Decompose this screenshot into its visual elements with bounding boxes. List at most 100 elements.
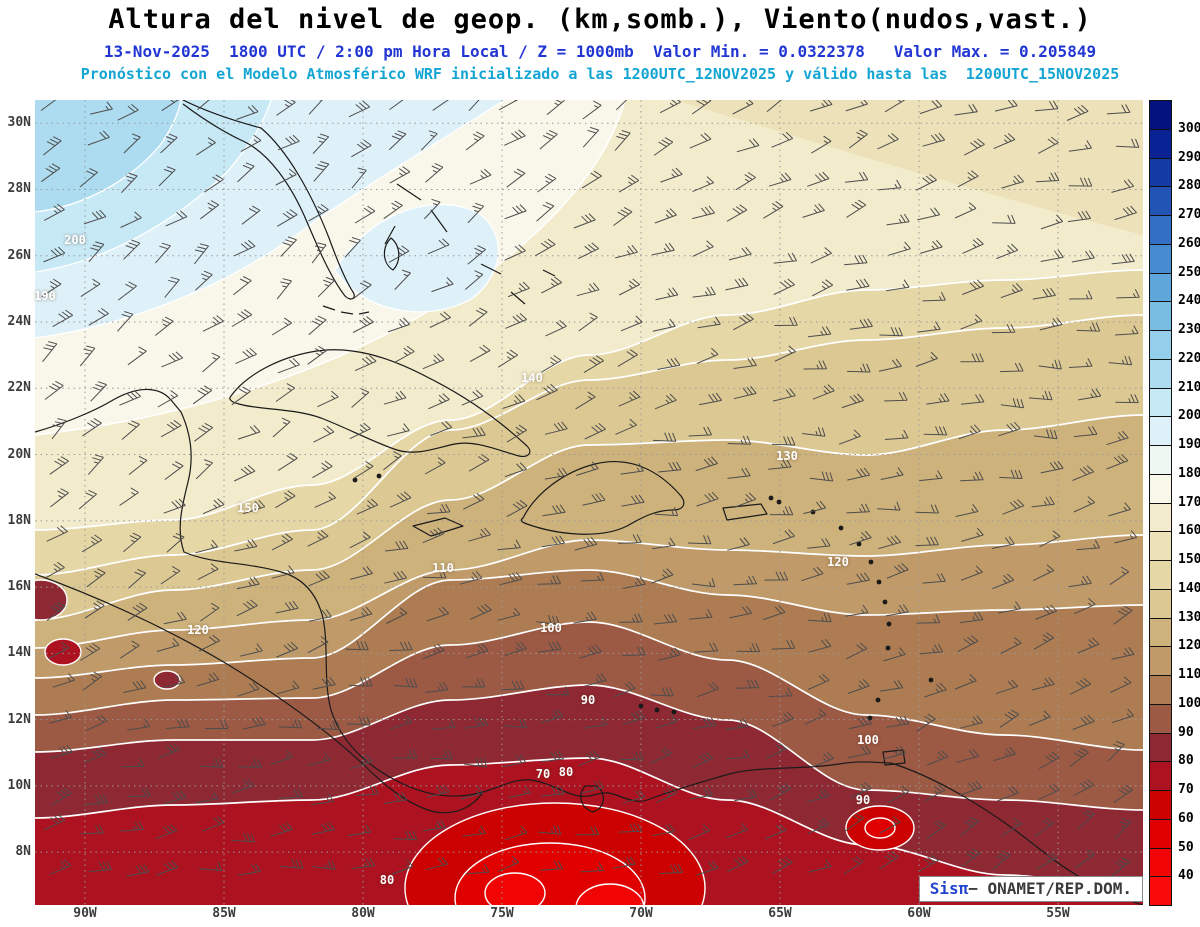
colorbar-cell — [1149, 876, 1172, 906]
colorbar-tick-label: 210 — [1178, 379, 1200, 395]
watermark-brand: Sisπ — [929, 879, 969, 898]
colorbar-cell — [1149, 473, 1172, 504]
contour-label: 130 — [776, 449, 798, 463]
contour-label: 150 — [237, 501, 259, 515]
colorbar-tick-label: 280 — [1178, 178, 1200, 194]
colorbar-tick-label: 200 — [1178, 408, 1200, 424]
colorbar-tick-label: 270 — [1178, 207, 1200, 222]
colorbar-cell — [1149, 818, 1172, 849]
colorbar-cell — [1149, 560, 1172, 590]
chart-title: Altura del nivel de geop. (km,somb.), Vi… — [108, 4, 1092, 35]
contour-label: 100 — [857, 733, 879, 747]
colorbar-cell — [1149, 675, 1172, 705]
lat-axis-label: 20N — [7, 446, 31, 462]
lon-axis-label: 55W — [1046, 906, 1070, 921]
colorbar-cell — [1149, 100, 1172, 130]
lon-axis-label: 70W — [629, 906, 653, 921]
lat-axis-label: 26N — [7, 247, 31, 263]
colorbar-tick-label: 130 — [1178, 609, 1200, 625]
contour-label: 80 — [558, 765, 574, 779]
watermark-org: ONAMET/REP.DOM. — [987, 879, 1133, 898]
colorbar-tick-label: 120 — [1178, 638, 1200, 654]
colorbar-tick-label: 160 — [1178, 523, 1200, 539]
lat-axis-label: 8N — [15, 844, 31, 860]
lat-axis-label: 28N — [7, 181, 31, 197]
colorbar-cell — [1149, 301, 1172, 331]
colorbar-cell — [1149, 617, 1172, 648]
colorbar-tick-label: 50 — [1178, 839, 1194, 855]
colorbar-tick-label: 70 — [1178, 782, 1194, 797]
contour-bands — [35, 100, 1143, 905]
colorbar-tick-label: 230 — [1178, 322, 1200, 337]
colorbar-tick-label: 100 — [1178, 695, 1200, 711]
colorbar-cell — [1149, 387, 1172, 418]
colorbar-cell — [1149, 732, 1172, 763]
colorbar-tick-label: 240 — [1178, 293, 1200, 309]
colorbar-tick-label: 60 — [1178, 810, 1194, 826]
contour-label: 80 — [379, 873, 395, 887]
colorbar-cell — [1149, 157, 1172, 188]
colorbar-tick-label: 90 — [1178, 724, 1194, 740]
colorbar-cell — [1149, 445, 1172, 475]
watermark-separator: − — [968, 879, 988, 898]
contour-label: 140 — [521, 371, 543, 385]
lat-axis-label: 12N — [7, 711, 31, 727]
colorbar-tick-label: 150 — [1178, 552, 1200, 567]
contour-label: 120 — [827, 555, 849, 569]
colorbar-tick-label: 250 — [1178, 264, 1200, 280]
lat-axis-label: 16N — [7, 579, 31, 595]
colorbar-tick-label: 110 — [1178, 667, 1200, 682]
contour-label: 100 — [540, 621, 562, 635]
colorbar-cell — [1149, 847, 1172, 878]
colorbar-tick-label: 80 — [1178, 753, 1194, 769]
colorbar-cell — [1149, 416, 1172, 446]
colorbar-cell — [1149, 531, 1172, 561]
lat-axis-label: 24N — [7, 314, 31, 329]
lon-axis-label: 75W — [490, 906, 514, 921]
contour-label: 90 — [580, 693, 596, 707]
colorbar-cell — [1149, 790, 1172, 820]
chart-subtitle-datetime: 13-Nov-2025 1800 UTC / 2:00 pm Hora Loca… — [103, 42, 1097, 61]
colorbar-cell — [1149, 186, 1172, 216]
lat-axis-label: 10N — [7, 777, 31, 793]
colorbar-cell — [1149, 128, 1172, 159]
lon-axis-label: 65W — [768, 906, 792, 921]
contour-label: 120 — [187, 623, 209, 637]
colorbar-cell — [1149, 358, 1172, 389]
lat-axis-label: 22N — [7, 380, 31, 396]
lat-axis-label: 14N — [7, 645, 31, 661]
colorbar-cell — [1149, 703, 1172, 734]
colorbar-cell — [1149, 215, 1172, 245]
colorbar-tick-label: 180 — [1178, 465, 1200, 481]
contour-label: 200 — [64, 233, 86, 247]
colorbar-cell — [1149, 761, 1172, 791]
colorbar-tick-label: 140 — [1178, 580, 1200, 596]
chart-subtitle-model: Pronóstico con el Modelo Atmosférico WRF… — [80, 65, 1120, 83]
colorbar-cell — [1149, 588, 1172, 619]
lat-axis-label: 30N — [7, 115, 31, 131]
lon-axis-label: 60W — [907, 906, 931, 921]
colorbar-cell — [1149, 502, 1172, 533]
contour-label: 90 — [855, 793, 871, 807]
lon-axis-label: 80W — [351, 906, 375, 921]
colorbar-cell — [1149, 330, 1172, 360]
colorbar-tick-label: 300 — [1178, 120, 1200, 136]
contour-label: 190 — [34, 289, 56, 303]
map-canvas — [35, 100, 1143, 905]
colorbar-tick-label: 260 — [1178, 235, 1200, 251]
lon-axis-label: 85W — [212, 906, 236, 921]
contour-label: 110 — [432, 561, 454, 575]
colorbar-tick-label: 290 — [1178, 149, 1200, 165]
colorbar-cell — [1149, 646, 1172, 676]
lon-axis-label: 90W — [73, 906, 97, 921]
colorbar-tick-label: 40 — [1178, 868, 1194, 884]
contour-label: 70 — [535, 767, 551, 781]
colorbar-cell — [1149, 272, 1172, 303]
lat-axis-label: 18N — [7, 512, 31, 528]
wind-barbs — [40, 100, 1140, 877]
colorbar-tick-label: 220 — [1178, 350, 1200, 366]
watermark-box: Sisπ− ONAMET/REP.DOM. — [918, 876, 1143, 902]
colorbar-tick-label: 170 — [1178, 494, 1200, 510]
colorbar-tick-label: 190 — [1178, 437, 1200, 452]
